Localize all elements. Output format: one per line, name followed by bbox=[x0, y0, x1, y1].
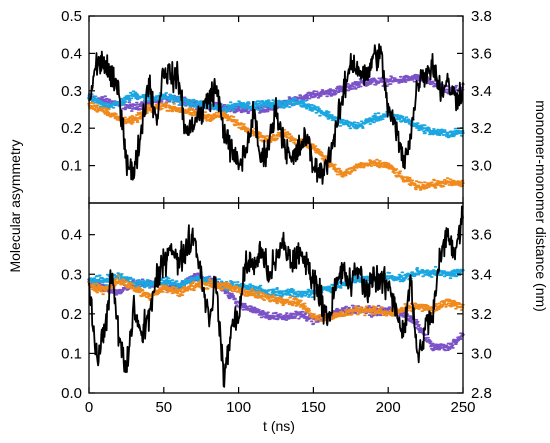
y-tick-label-top-4: 0.5 bbox=[61, 8, 82, 25]
y2-tick-label-top-2: 3.4 bbox=[471, 83, 492, 100]
x-axis-label: t (ns) bbox=[263, 418, 295, 434]
bottom-panel: 0 50 100 150 200 250 0.0 0.1 0.2 0.3 0.4 2.8 3.0 3.2 3… bbox=[61, 202, 492, 416]
y2-tick-label-top-4: 3.8 bbox=[471, 8, 492, 25]
x-tick-label-bottom-3: 150 bbox=[301, 399, 326, 416]
right-axis-label: monomer-monomer distance (nm) bbox=[533, 100, 549, 312]
y-tick-label-bottom-0: 0.0 bbox=[61, 385, 82, 402]
y2-tick-label-top-0: 3.0 bbox=[471, 158, 492, 175]
x-tick-label-bottom-0: 0 bbox=[85, 399, 93, 416]
top-ticks-layer: 0.1 0.2 0.3 0.4 0.5 3.0 3.2 3.4 3.6 3.8 bbox=[61, 8, 492, 203]
y2-tick-label-top-1: 3.2 bbox=[471, 120, 492, 137]
bottom-panel-frame bbox=[88, 202, 464, 394]
y-tick-label-bottom-3: 0.3 bbox=[61, 266, 82, 283]
y2-tick-label-bottom-3: 3.4 bbox=[471, 266, 492, 283]
y-tick-label-top-2: 0.3 bbox=[61, 83, 82, 100]
top-panel: 0.1 0.2 0.3 0.4 0.5 3.0 3.2 3.4 3.6 3.8 bbox=[61, 8, 492, 204]
bottom-series-layer bbox=[87, 205, 465, 388]
y-tick-label-top-0: 0.1 bbox=[61, 158, 82, 175]
x-tick-label-bottom-1: 50 bbox=[155, 399, 172, 416]
bottom-ticks-layer: 0 50 100 150 200 250 0.0 0.1 0.2 0.3 0.4 2.8 3.0 3.2 3… bbox=[61, 203, 492, 416]
x-tick-label-bottom-5: 250 bbox=[450, 399, 475, 416]
series-line-bottom-0 bbox=[88, 205, 464, 388]
y2-tick-label-bottom-4: 3.6 bbox=[471, 227, 492, 244]
y-tick-label-top-3: 0.4 bbox=[61, 45, 82, 62]
y2-tick-label-bottom-2: 3.2 bbox=[471, 306, 492, 323]
y-tick-label-top-1: 0.2 bbox=[61, 120, 82, 137]
left-axis-label: Molecular asymmetry bbox=[7, 139, 23, 272]
y-tick-label-bottom-1: 0.1 bbox=[61, 345, 82, 362]
top-series-layer bbox=[87, 43, 465, 191]
x-tick-label-bottom-4: 200 bbox=[376, 399, 401, 416]
series-line-top-0 bbox=[88, 43, 464, 185]
y2-tick-label-bottom-0: 2.8 bbox=[471, 385, 492, 402]
y-tick-label-bottom-2: 0.2 bbox=[61, 306, 82, 323]
y2-tick-label-bottom-1: 3.0 bbox=[471, 345, 492, 362]
x-tick-label-bottom-2: 100 bbox=[226, 399, 251, 416]
y2-tick-label-top-3: 3.6 bbox=[471, 45, 492, 62]
y-tick-label-bottom-4: 0.4 bbox=[61, 227, 82, 244]
